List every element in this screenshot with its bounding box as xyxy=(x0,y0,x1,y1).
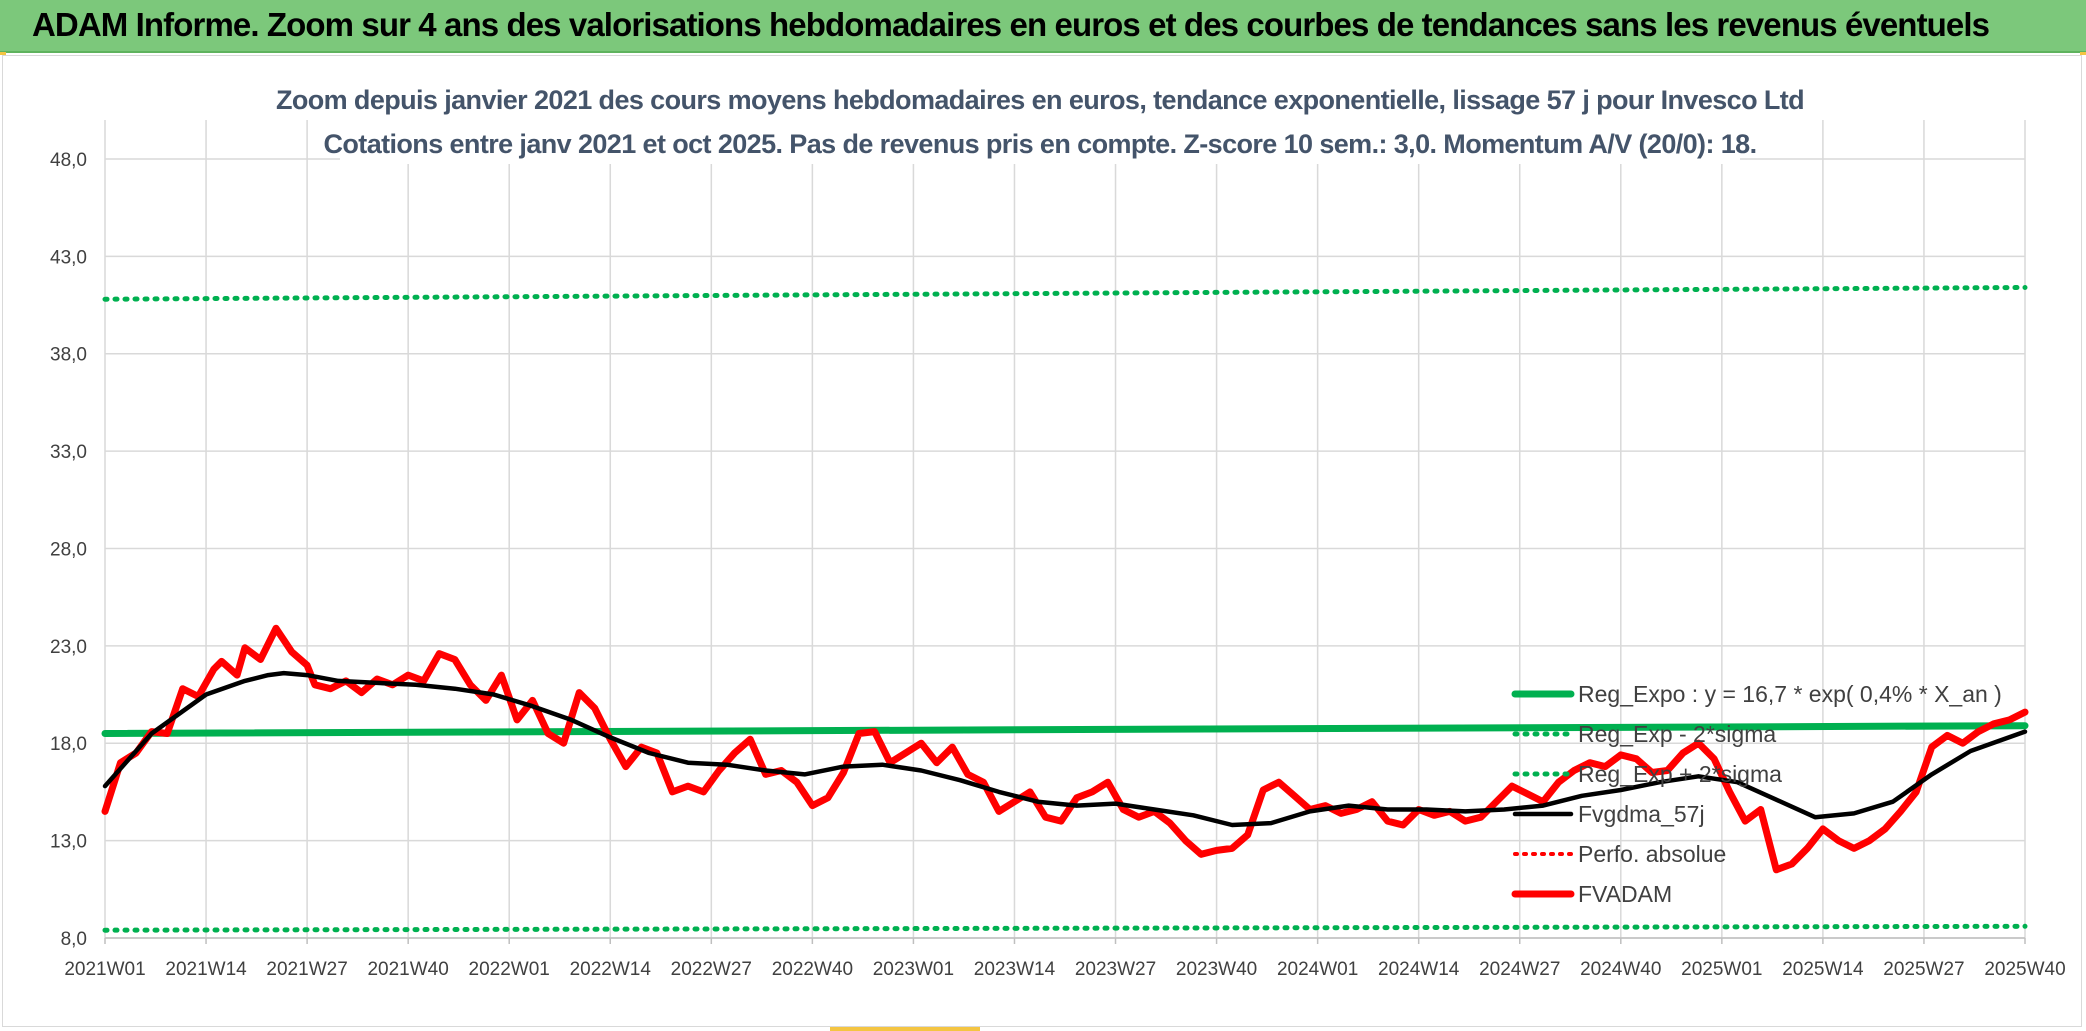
footer-accent xyxy=(830,1027,980,1031)
banner-corner-left xyxy=(0,52,6,55)
series-fvgdma-57j xyxy=(102,670,2028,828)
legend-label: Reg_Expo : y = 16,7 * exp( 0,4% * X_an ) xyxy=(1578,681,2002,707)
y-tick-label: 48,0 xyxy=(50,150,87,171)
legend-label: Reg_Exp - 2*sigma xyxy=(1578,721,1776,747)
y-tick-label: 8,0 xyxy=(61,929,87,950)
x-tick-label: 2023W14 xyxy=(974,959,1056,980)
x-tick-label: 2021W14 xyxy=(165,959,247,980)
x-tick-label: 2022W40 xyxy=(772,959,853,980)
x-tick-label: 2024W27 xyxy=(1479,959,1560,980)
series-reg-exp-plus-2sigma xyxy=(102,285,2028,302)
series-fvadam xyxy=(101,624,2029,874)
x-tick-label: 2024W01 xyxy=(1277,959,1358,980)
y-tick-label: 33,0 xyxy=(50,442,87,463)
legend-label: Reg_Exp + 2*sigma xyxy=(1578,761,1782,787)
banner-title: ADAM Informe. Zoom sur 4 ans des valoris… xyxy=(32,6,1990,43)
banner: ADAM Informe. Zoom sur 4 ans des valoris… xyxy=(0,0,2086,53)
y-axis-ticks: 8,0 13,0 18,0 23,0 28,0 33,0 38,0 43,0 48,0 xyxy=(50,150,87,950)
legend-label: Fvgdma_57j xyxy=(1578,801,1705,827)
x-tick-label: 2025W14 xyxy=(1782,959,1864,980)
x-tick-label: 2021W40 xyxy=(367,959,448,980)
x-tick-label: 2024W40 xyxy=(1580,959,1661,980)
title-box xyxy=(340,80,1740,164)
x-tick-label: 2022W14 xyxy=(570,959,652,980)
legend-label: FVADAM xyxy=(1578,881,1672,907)
x-tick-label: 2025W27 xyxy=(1883,959,1964,980)
series-reg-expo xyxy=(101,722,2029,737)
x-axis-ticks: 2021W01 2021W14 2021W27 2021W40 2022W01 2022W… xyxy=(64,938,2066,980)
y-tick-label: 38,0 xyxy=(50,345,87,366)
chart-subtitle: Cotations entre janv 2021 et oct 2025. P… xyxy=(324,129,1757,159)
x-tick-label: 2025W40 xyxy=(1984,959,2065,980)
x-tick-label: 2022W01 xyxy=(469,959,550,980)
x-tick-label: 2023W01 xyxy=(873,959,954,980)
banner-corner-right xyxy=(2080,52,2086,55)
series-lines xyxy=(101,285,2029,933)
x-tick-label: 2025W01 xyxy=(1681,959,1762,980)
x-tick-label: 2023W27 xyxy=(1075,959,1156,980)
y-tick-label: 18,0 xyxy=(50,734,87,755)
chart-frame xyxy=(2,55,2082,1027)
legend-label: Perfo. absolue xyxy=(1578,841,1726,867)
y-tick-label: 43,0 xyxy=(50,247,87,268)
x-tick-label: 2021W01 xyxy=(64,959,145,980)
x-tick-label: 2022W27 xyxy=(671,959,752,980)
x-tick-label: 2021W27 xyxy=(266,959,347,980)
x-tick-label: 2024W14 xyxy=(1378,959,1460,980)
series-reg-exp-minus-2sigma xyxy=(102,923,2028,933)
y-tick-label: 28,0 xyxy=(50,539,87,560)
y-tick-label: 13,0 xyxy=(50,832,87,853)
y-tick-label: 23,0 xyxy=(50,637,87,658)
legend: Reg_Expo : y = 16,7 * exp( 0,4% * X_an )… xyxy=(1511,681,2002,907)
chart-title: Zoom depuis janvier 2021 des cours moyen… xyxy=(276,85,1804,115)
x-tick-label: 2023W40 xyxy=(1176,959,1257,980)
